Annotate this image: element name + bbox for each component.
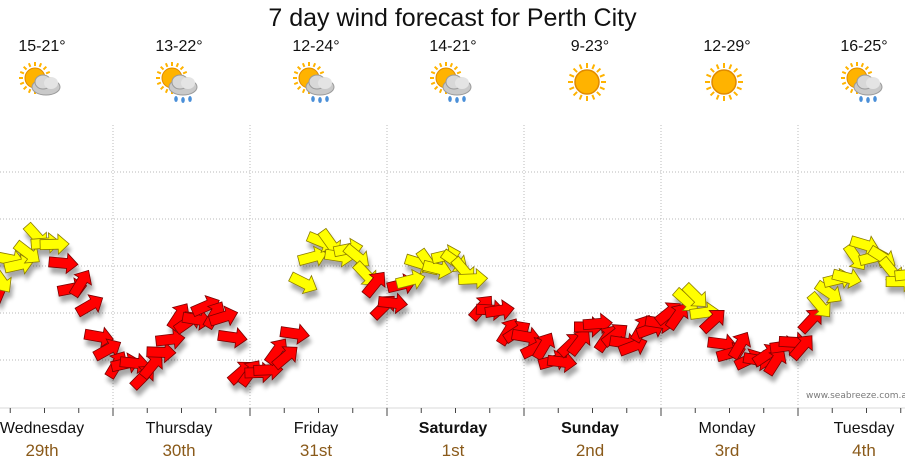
wind-arrow [421,258,453,281]
day-date: 31st [299,441,333,460]
showers-icon [841,62,883,103]
wind-arrow [797,308,822,335]
wind-arrow [83,326,114,348]
wind-arrow [0,285,6,308]
wind-arrow [12,239,40,264]
wind-arrow [48,252,79,275]
wind-arrow [806,290,831,318]
wind-arrow [3,253,34,275]
day-label-monday: Monday 3rd [667,418,787,462]
day-label-wednesday: Wednesday 29th [0,418,102,462]
wind-arrow [39,233,70,256]
wind-arrow [546,351,578,374]
wind-arrow [566,329,591,358]
day-date: 30th [162,441,196,460]
day-label-tuesday: Tuesday 4th [804,418,905,462]
partly-cloudy-icon [19,62,61,96]
wind-arrow [484,299,515,321]
wind-arrow [763,348,787,377]
partly-cloudy-showers-icon [430,62,472,103]
temperature-range: 13-22° [155,38,203,55]
day-date: 2nd [575,441,605,460]
day-forecast-thursday: 13-22° [124,38,234,108]
wind-arrow [788,335,813,362]
wind-arrow [68,269,92,299]
temperature-range: 9-23° [570,38,610,55]
wind-arrow [531,332,556,362]
day-name: Friday [293,420,339,437]
showers-icon [156,62,198,103]
wind-arrow [698,310,725,335]
day-name: Tuesday [833,420,895,437]
day-name: Wednesday [0,420,85,437]
wind-arrow [92,338,122,362]
wind-arrow [207,305,239,327]
wind-arrow [377,292,409,315]
day-forecast-monday: 12-29° [672,38,782,108]
wind-arrow [361,271,386,299]
temperature-range: 12-29° [703,38,751,55]
wind-arrow [813,279,842,304]
day-label-thursday: Thursday 30th [119,418,239,462]
showers-icon [293,62,335,103]
wind-arrow [271,346,298,371]
wind-arrow [831,267,862,290]
day-forecast-sunday: 9-23° [535,38,645,108]
wind-arrow [288,271,318,295]
wind-arrow [296,245,328,267]
wind-arrow [457,267,489,290]
sunny-icon [705,63,743,101]
day-forecast-saturday: 14-21° [398,38,508,108]
day-name: Monday [698,420,756,437]
wind-arrow [217,326,248,349]
day-date: 1st [441,441,465,460]
wind-arrow [894,263,905,285]
day-label-friday: Friday 31st [256,418,376,462]
credit-text: www.seabreeze.com.au [806,391,905,401]
temperature-range: 15-21° [18,38,66,55]
day-name: Sunday [561,420,619,437]
day-name: Saturday [418,420,488,437]
wind-arrow [74,294,104,318]
day-forecast-tuesday: 16-25° [809,38,905,108]
chart-title: 7 day wind forecast for Perth City [268,4,637,32]
day-forecast-wednesday: 15-21° [0,38,97,108]
wind-arrow [727,331,752,361]
day-label-saturday: Saturday 1st [393,418,513,462]
temperature-range: 14-21° [429,38,477,55]
wind-arrow [146,341,177,364]
wind-arrow [395,268,426,290]
wind-arrow [138,353,163,381]
wind-arrow [279,323,310,345]
wind-arrow [681,281,707,307]
day-date: 29th [25,441,59,460]
sunny-icon [568,63,606,101]
temperature-range: 16-25° [840,38,888,55]
wind-arrow [154,328,186,350]
wind-arrows [0,221,905,391]
wind-arrow [0,265,12,293]
day-date: 4th [852,441,876,460]
day-name: Thursday [145,420,213,437]
temperature-range: 12-24° [292,38,340,55]
day-label-sunday: Sunday 2nd [530,418,650,462]
day-date: 3rd [714,441,740,460]
day-forecast-friday: 12-24° [261,38,371,108]
axis-ticks [0,407,905,416]
